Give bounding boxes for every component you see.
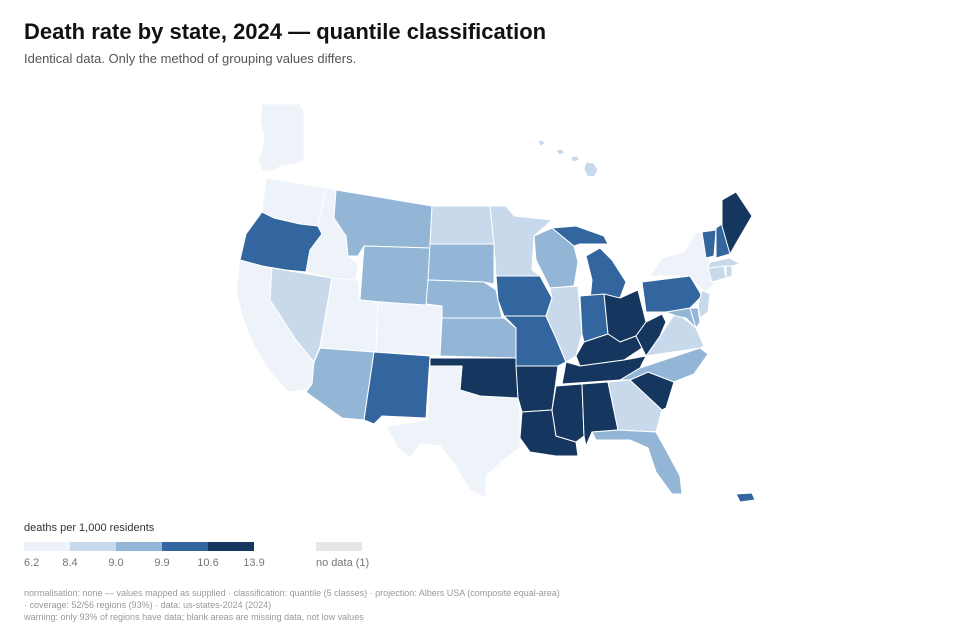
state-WY[interactable] bbox=[359, 245, 431, 307]
state-MA[interactable] bbox=[707, 257, 741, 269]
state-DE[interactable] bbox=[689, 307, 701, 329]
legend-title: deaths per 1,000 residents bbox=[24, 522, 155, 534]
state-IN[interactable] bbox=[579, 293, 609, 343]
state-VT[interactable] bbox=[701, 229, 717, 259]
state-PR[interactable] bbox=[735, 492, 756, 503]
state-NC[interactable] bbox=[619, 347, 709, 383]
state-PA[interactable] bbox=[641, 275, 703, 313]
state-MS[interactable] bbox=[551, 383, 585, 443]
legend-swatch-5 bbox=[208, 542, 254, 551]
state-ND[interactable] bbox=[429, 205, 495, 245]
legend-tick: 9.0 bbox=[108, 557, 124, 569]
legend-ticks: 6.2 8.4 9.0 9.9 10.6 13.9 bbox=[24, 557, 265, 571]
legend-swatch-2 bbox=[70, 542, 116, 551]
state-AR[interactable] bbox=[515, 365, 559, 413]
map-footnote: normalisation: none — values mapped as s… bbox=[24, 587, 564, 623]
state-FL[interactable] bbox=[591, 429, 683, 495]
legend-tick: 13.9 bbox=[243, 557, 265, 569]
legend-swatch-1 bbox=[24, 542, 70, 551]
legend-tick: 6.2 bbox=[24, 557, 40, 569]
state-IA[interactable] bbox=[495, 275, 553, 317]
state-TX[interactable] bbox=[385, 365, 521, 499]
state-MN[interactable] bbox=[489, 205, 553, 277]
legend-nodata-label: no data (1) bbox=[316, 557, 370, 569]
state-CO[interactable] bbox=[375, 301, 443, 357]
legend-swatch-3 bbox=[116, 542, 162, 551]
state-WV[interactable] bbox=[635, 313, 667, 357]
state-AK[interactable] bbox=[257, 103, 305, 173]
state-NJ[interactable] bbox=[697, 289, 711, 319]
legend-tick: 10.6 bbox=[197, 557, 219, 569]
state-KS[interactable] bbox=[439, 317, 517, 359]
legend-swatches bbox=[24, 542, 254, 551]
footnote-warning-line: warning: only 93% of regions have data; … bbox=[24, 612, 364, 622]
state-HI[interactable] bbox=[537, 139, 599, 178]
legend-nodata-swatch bbox=[316, 542, 362, 551]
state-NM[interactable] bbox=[363, 351, 431, 425]
state-MI[interactable] bbox=[551, 225, 627, 301]
map-title: Death rate by state, 2024 — quantile cla… bbox=[24, 19, 547, 44]
map-subtitle: Identical data. Only the method of group… bbox=[24, 51, 357, 66]
legend-tick: 9.9 bbox=[154, 557, 170, 569]
state-ME[interactable] bbox=[721, 191, 753, 255]
footnote-source-line: normalisation: none — values mapped as s… bbox=[24, 588, 560, 610]
state-RI[interactable] bbox=[725, 265, 733, 279]
state-SD[interactable] bbox=[427, 243, 495, 285]
state-AZ[interactable] bbox=[305, 347, 375, 421]
legend-swatch-4 bbox=[162, 542, 208, 551]
legend-tick: 8.4 bbox=[62, 557, 78, 569]
